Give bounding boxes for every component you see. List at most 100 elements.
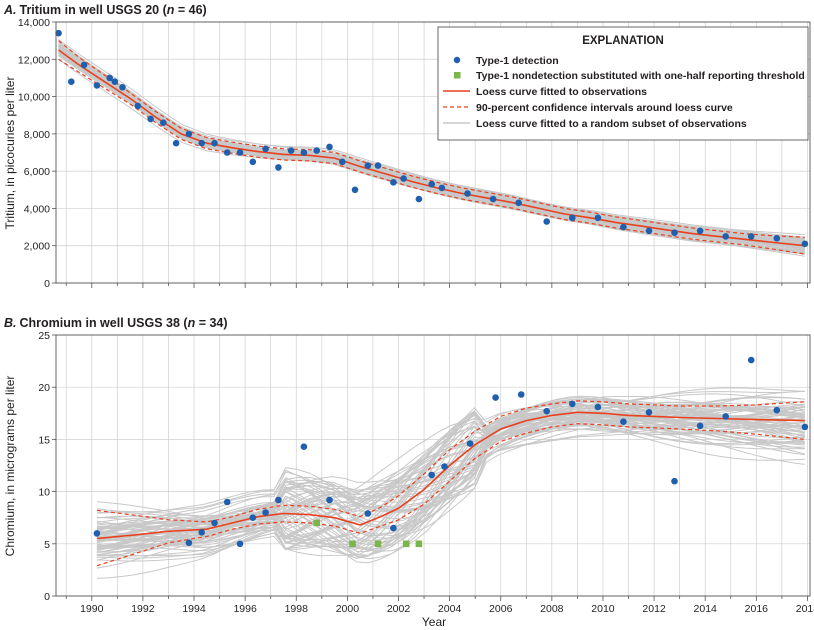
panel-b-nondetection-point-2 xyxy=(374,540,382,548)
panel-a-detection-point-33 xyxy=(489,195,497,203)
panel-a-random-curve-67 xyxy=(58,53,805,248)
panel-a-ci-upper-line xyxy=(58,40,805,238)
panel-a-y-axis-title: Tritium, in picocuries per liter xyxy=(3,77,17,230)
panel-a-detection-point-19 xyxy=(287,147,295,154)
panel-a-detection-point-39 xyxy=(645,227,653,235)
panel-a-frame xyxy=(55,21,811,284)
panel-b-plot-frame xyxy=(55,334,811,597)
panel-b-random-curve-57 xyxy=(96,425,805,562)
panel-b-detection-point-8 xyxy=(275,496,282,504)
panel-a-detection-point-6 xyxy=(119,84,126,91)
panel-b-random-curve-48 xyxy=(96,402,805,544)
panel-b-detection-point-5 xyxy=(236,540,244,548)
panel-b-x-tick-label-5: 2000 xyxy=(336,603,360,615)
panel-b-y-tick-label-1: 5 xyxy=(44,539,50,551)
panel-b-detection-point-23 xyxy=(671,477,678,485)
panel-a-detection-point-38 xyxy=(620,223,627,231)
panel-b-detection-point-2 xyxy=(198,529,205,536)
panel-b-title: B. Chromium in well USGS 38 (n = 34) xyxy=(4,316,228,330)
panel-b-detection-point-25 xyxy=(722,413,729,420)
x-axis-title: Year xyxy=(422,615,446,629)
panel-a-detection-point-5 xyxy=(111,78,119,85)
panel-a-detection-point-30 xyxy=(428,180,436,188)
panel-a-detection-point-14 xyxy=(223,149,231,156)
panel-b-x-tick-label-13: 2016 xyxy=(745,603,769,615)
legend-box xyxy=(437,26,809,141)
panel-a-detection-point-23 xyxy=(339,158,346,166)
legend-item-loess: Loess curve fitted to observations xyxy=(476,86,647,98)
panel-b-series xyxy=(93,356,809,567)
panel-b-x-tick-label-1: 1992 xyxy=(131,603,155,615)
panel-b-random-curve-37 xyxy=(96,390,805,540)
panel-b-detection-point-24 xyxy=(696,422,704,430)
panel-b-random-curve-62 xyxy=(96,411,805,553)
panel-b-nondetection-point-3 xyxy=(402,540,410,548)
panel-a-random-curve-68 xyxy=(58,44,805,250)
legend-nondetection-symbol xyxy=(454,72,461,79)
panel-b-detection-point-12 xyxy=(390,524,397,532)
panel-b-detection-point-3 xyxy=(211,519,218,527)
panel-b-x-tick-label-12: 2014 xyxy=(694,603,718,615)
panel-b-detection-point-6 xyxy=(249,514,257,521)
panel-a-detection-point-4 xyxy=(106,74,113,82)
panel-b-detection-point-10 xyxy=(326,496,333,504)
panel-a-detection-point-25 xyxy=(364,162,372,169)
panel-b-ci-lower-line xyxy=(96,423,805,567)
panel-a-detection-point-35 xyxy=(543,218,550,225)
panel-b-x-tick-label-11: 2012 xyxy=(642,603,666,615)
panel-a-detection-point-24 xyxy=(351,186,359,194)
panel-a-detection-point-26 xyxy=(374,162,382,169)
panel-b-detection-point-1 xyxy=(185,539,193,547)
panel-b-y-tick-label-3: 15 xyxy=(38,434,50,446)
legend: EXPLANATION Type-1 detection Type-1 nond… xyxy=(437,26,809,141)
panel-b-random-curve-20 xyxy=(96,393,806,519)
panel-b-x-tick-label-2: 1994 xyxy=(182,603,206,615)
panel-a-detection-point-34 xyxy=(515,199,522,207)
panel-b-detection-point-7 xyxy=(262,509,269,516)
panel-b-detection-point-13 xyxy=(428,471,436,479)
panel-b-x-tick-label-6: 2002 xyxy=(387,603,411,615)
panel-a-detection-point-18 xyxy=(275,164,282,171)
panel-b-y-axis-title: Chromium, in micrograms per liter xyxy=(3,376,17,557)
panel-a-detection-point-12 xyxy=(198,139,205,147)
panel-a-detection-point-32 xyxy=(464,190,471,197)
panel-a-y-tick-label-2: 4,000 xyxy=(24,203,50,215)
panel-b-x-tick-label-4: 1998 xyxy=(285,603,309,615)
panel-a-tritium: A. Tritium in well USGS 20 (n = 46) Triti… xyxy=(3,3,811,290)
legend-heading: EXPLANATION xyxy=(582,35,664,47)
panel-b-x-tick-label-0: 1990 xyxy=(80,603,104,615)
panel-a-y-tick-label-3: 6,000 xyxy=(24,166,50,178)
panel-b-ci-upper-line xyxy=(96,400,805,523)
panel-a-detection-point-1 xyxy=(68,78,75,85)
panel-a-y-tick-label-4: 8,000 xyxy=(24,129,50,141)
panel-a-detection-point-36 xyxy=(569,214,576,222)
panel-a-detection-point-31 xyxy=(438,184,446,192)
panel-a-plot-frame xyxy=(55,21,811,284)
panel-a-detection-point-3 xyxy=(93,82,101,89)
panel-a-detection-point-11 xyxy=(185,130,193,138)
panel-b-detection-point-9 xyxy=(300,443,308,451)
legend-item-ci: 90-percent confidence intervals around l… xyxy=(476,102,733,114)
panel-b-frame xyxy=(55,334,811,597)
panel-b-x-tick-label-3: 1996 xyxy=(233,603,257,615)
panel-a-random-curve-69 xyxy=(58,39,805,238)
panel-a-detection-point-43 xyxy=(747,233,755,240)
panel-b-x-tick-label-9: 2008 xyxy=(540,603,564,615)
legend-item-nondetection: Type-1 nondetection substituted with one… xyxy=(476,70,805,82)
panel-a-ci-lower-line xyxy=(58,58,805,255)
panel-a-detection-point-15 xyxy=(236,149,244,156)
panel-a-y-tick-label-6: 12,000 xyxy=(18,54,50,66)
panel-b-random-curve-68 xyxy=(96,398,805,539)
panel-b-detection-point-11 xyxy=(364,510,372,517)
panel-a-detection-point-40 xyxy=(671,229,678,236)
panel-b-random-subset-curves xyxy=(96,387,806,579)
panel-a-y-tick-label-0: 0 xyxy=(44,278,50,290)
panel-a-detection-point-27 xyxy=(390,179,397,186)
panel-b-y-tick-label-4: 20 xyxy=(38,382,50,394)
panel-b-random-curve-66 xyxy=(96,403,805,550)
panel-b-x-tick-label-7: 2004 xyxy=(438,603,462,615)
panel-b-y-tick-label-0: 0 xyxy=(44,591,50,603)
panel-a-title: A. Tritium in well USGS 20 (n = 46) xyxy=(3,3,207,17)
panel-a-series xyxy=(55,29,809,255)
panel-b-x-tick-label-10: 2010 xyxy=(591,603,615,615)
